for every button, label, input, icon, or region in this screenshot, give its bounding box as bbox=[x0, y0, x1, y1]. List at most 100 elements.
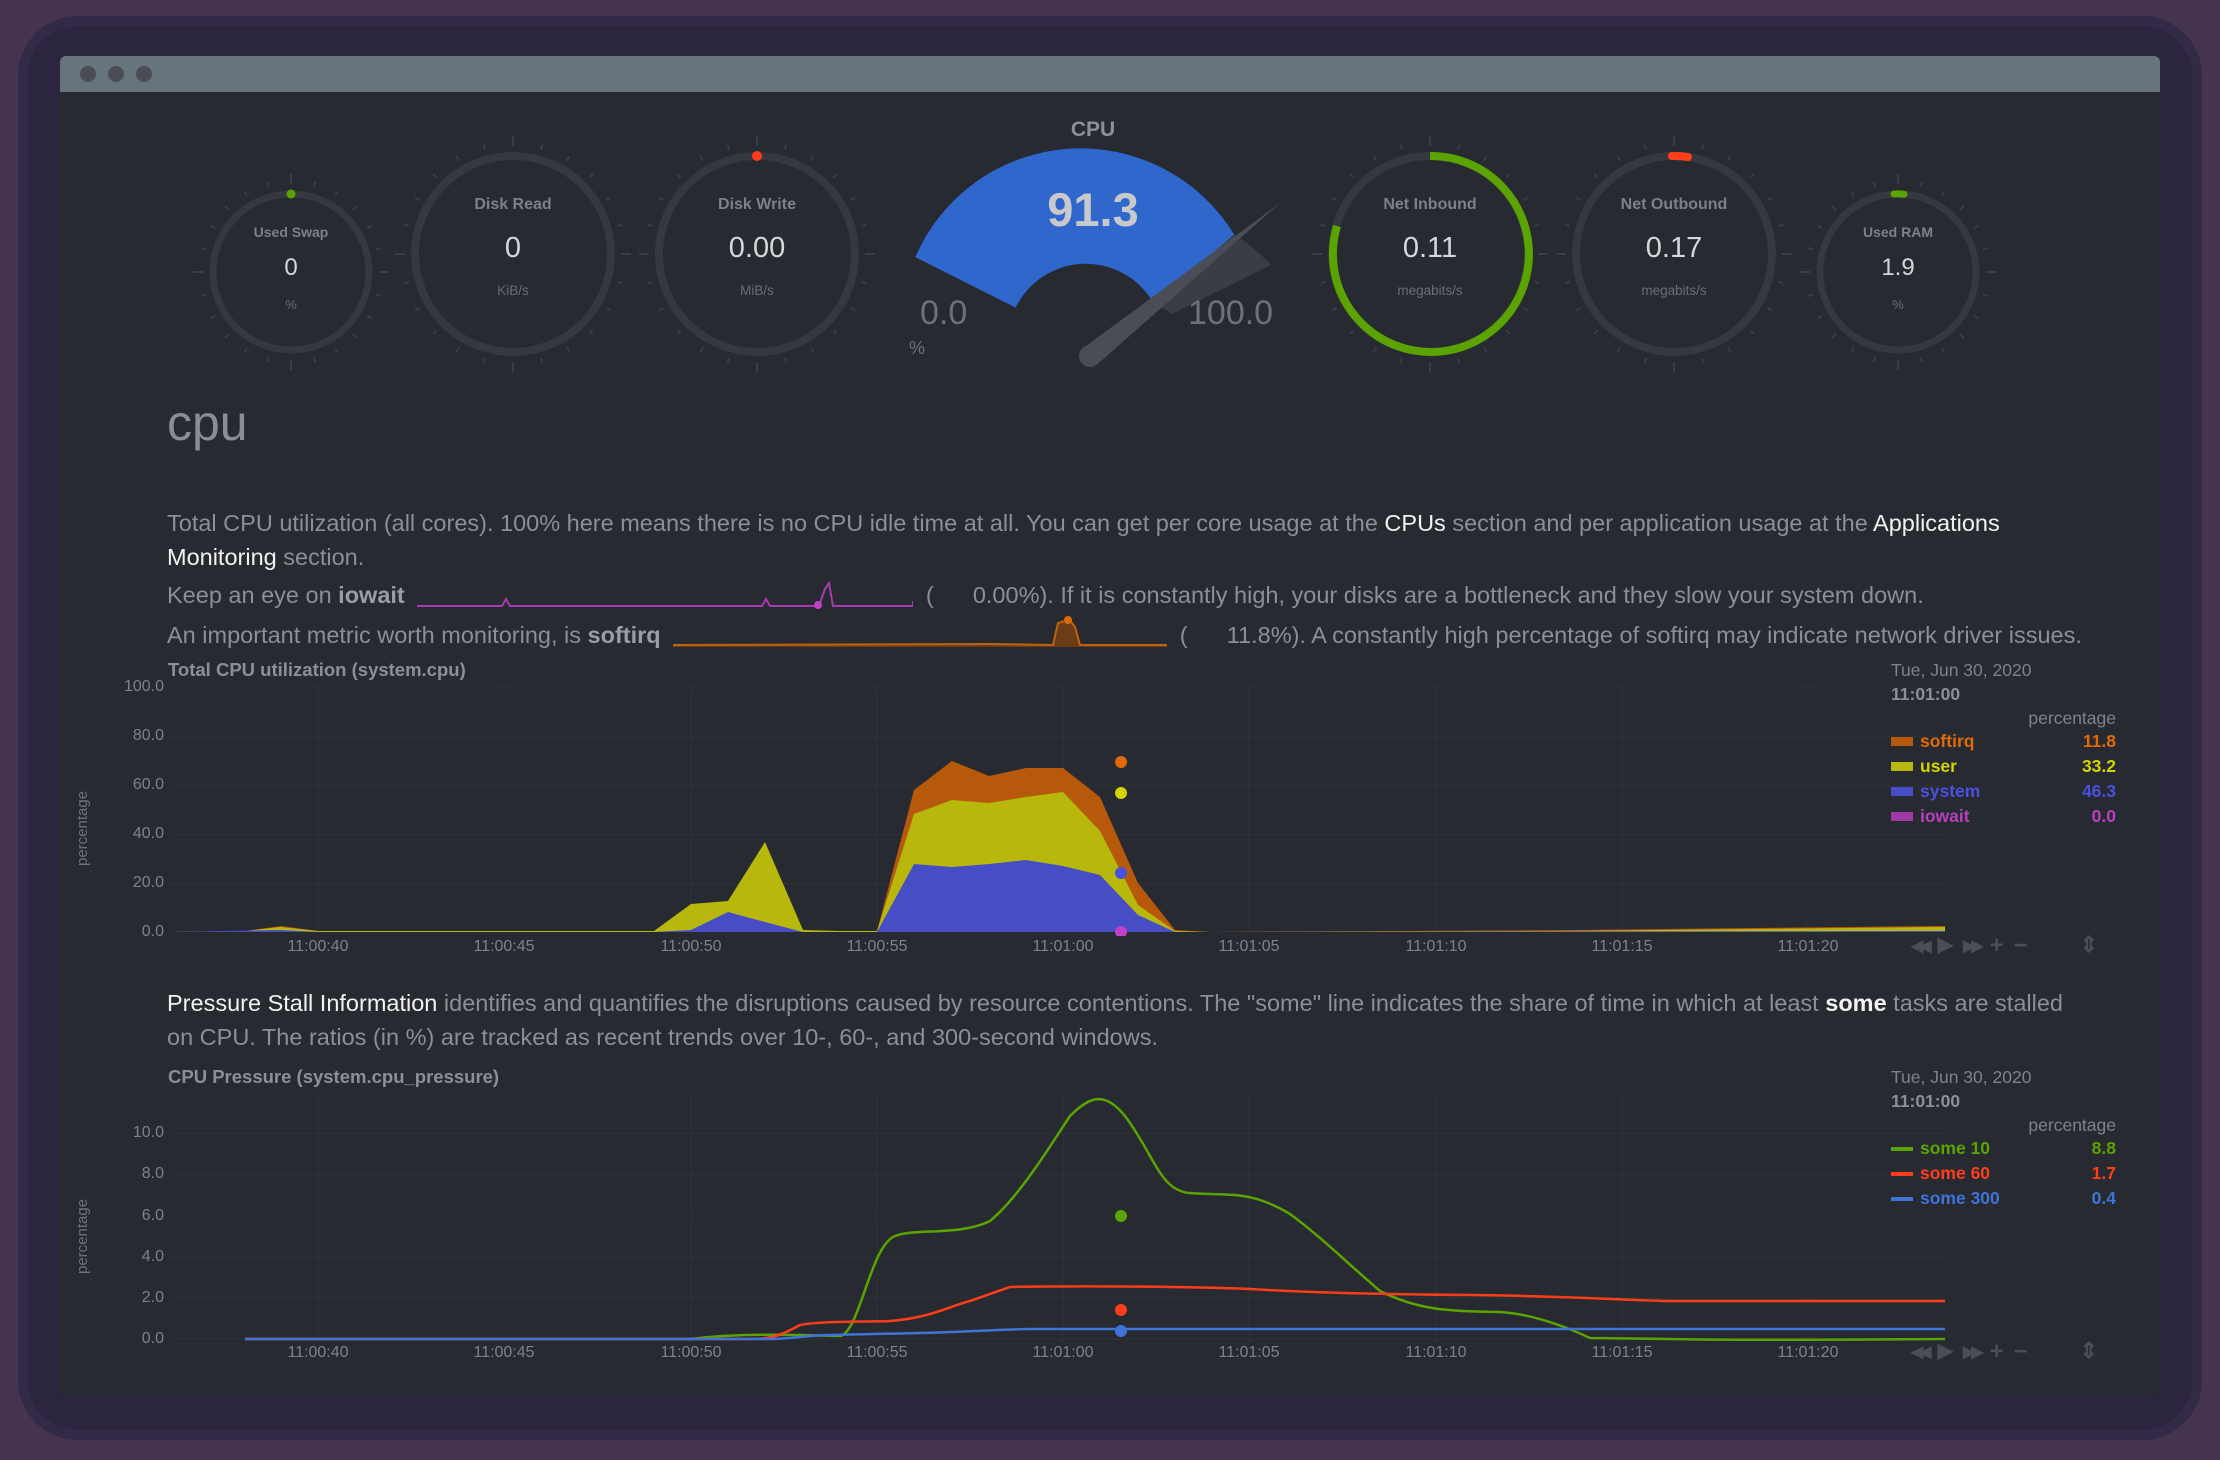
zoom-out-icon[interactable]: − bbox=[2013, 932, 2028, 959]
resize-icon[interactable]: ⇕ bbox=[2079, 1338, 2099, 1363]
play-icon[interactable]: ▶ bbox=[1937, 1340, 1953, 1362]
net-outbound-gauge-arc bbox=[1668, 151, 1692, 161]
some-60-line-icon bbox=[1891, 1171, 1913, 1176]
legend-name: system bbox=[1920, 781, 1981, 801]
zoom-in-icon[interactable]: + bbox=[1989, 1338, 2004, 1365]
cpu-description-line2: Monitoring section. bbox=[167, 540, 364, 574]
iowait-label: iowait bbox=[338, 582, 405, 608]
description-text: Total CPU utilization (all cores). 100% … bbox=[167, 510, 1385, 536]
x-tick: 11:01:05 bbox=[1218, 1344, 1280, 1361]
x-tick: 11:00:50 bbox=[660, 1344, 722, 1361]
zoom-in-icon[interactable]: + bbox=[1989, 932, 2004, 959]
legend-item-some-300[interactable]: some 300 0.4 bbox=[1891, 1186, 2116, 1211]
iowait-prefix: Keep an eye on bbox=[167, 582, 339, 608]
gauge-title: Disk Read bbox=[474, 196, 552, 213]
legend-name: user bbox=[1920, 756, 1957, 776]
gauge-title: Net Outbound bbox=[1620, 196, 1728, 213]
gauge-title: Net Inbound bbox=[1383, 196, 1477, 213]
some-10-line-icon bbox=[1891, 1146, 1913, 1151]
x-tick: 11:00:45 bbox=[473, 1344, 535, 1361]
x-tick: 11:00:40 bbox=[287, 1344, 349, 1361]
legend-time: 11:01:00 bbox=[1891, 684, 1961, 704]
window-maximize-button[interactable] bbox=[136, 66, 152, 82]
window-minimize-button[interactable] bbox=[108, 66, 124, 82]
legend-units: percentage bbox=[2028, 1115, 2116, 1135]
pressure-chart-controls: ◀◀ ▶ ▶▶ + − ⇕ bbox=[1911, 1338, 2098, 1366]
cpu-chart-controls: ◀◀ ▶ ▶▶ + − ⇕ bbox=[1911, 932, 2098, 960]
iowait-swatch-icon bbox=[1891, 812, 1913, 821]
x-tick: 11:01:00 bbox=[1032, 938, 1094, 955]
iowait-sparkline[interactable] bbox=[417, 580, 915, 609]
gauge-value: 0 bbox=[284, 254, 298, 281]
gauge-value: 0 bbox=[504, 232, 522, 264]
legend-value: 0.4 bbox=[2091, 1188, 2116, 1208]
forward-icon[interactable]: ▶▶ bbox=[1963, 1344, 1984, 1361]
description-text: on CPU. The ratios (in %) are tracked as… bbox=[167, 1024, 1158, 1050]
disk-write-gauge-indicator bbox=[752, 151, 762, 161]
play-icon[interactable]: ▶ bbox=[1937, 934, 1953, 956]
zoom-out-icon[interactable]: − bbox=[2013, 1338, 2028, 1365]
legend-item-user[interactable]: user 33.2 bbox=[1891, 754, 2116, 779]
legend-item-iowait[interactable]: iowait 0.0 bbox=[1891, 804, 2116, 829]
x-tick: 11:01:10 bbox=[1405, 938, 1467, 955]
gauge-unit: MiB/s bbox=[740, 283, 774, 298]
cpu-chart-ylabel: percentage bbox=[74, 790, 91, 866]
window-close-button[interactable] bbox=[80, 66, 96, 82]
cpus-link[interactable]: CPUs bbox=[1384, 510, 1446, 536]
psi-description-line2: on CPU. The ratios (in %) are tracked as… bbox=[167, 1020, 1158, 1054]
legend-value: 11.8 bbox=[2082, 731, 2116, 751]
gauges-graphics bbox=[193, 136, 1996, 372]
legend-name: softirq bbox=[1920, 731, 1975, 751]
net-inbound-gauge-arc bbox=[1328, 151, 1533, 356]
x-tick: 11:01:15 bbox=[1591, 938, 1653, 955]
rewind-icon[interactable]: ◀◀ bbox=[1911, 938, 1932, 955]
pressure-chart-plot[interactable] bbox=[170, 1096, 1945, 1346]
legend-item-some-10[interactable]: some 10 8.8 bbox=[1891, 1136, 2116, 1161]
window-titlebar bbox=[60, 56, 2160, 92]
x-tick: 11:00:50 bbox=[660, 938, 722, 955]
description-text: section. bbox=[276, 544, 365, 570]
y-tick: 40.0 bbox=[132, 825, 164, 842]
applications-link[interactable]: Applications bbox=[1873, 510, 2000, 536]
x-tick: 11:00:40 bbox=[287, 938, 349, 955]
cpu-chart-title: Total CPU utilization (system.cpu) bbox=[168, 659, 466, 680]
gauge-title: Disk Write bbox=[718, 196, 796, 213]
forward-icon[interactable]: ▶▶ bbox=[1963, 938, 1984, 955]
legend-name: some 10 bbox=[1920, 1138, 1991, 1158]
gauge-title: Used RAM bbox=[1862, 224, 1933, 240]
pressure-chart-title: CPU Pressure (system.cpu_pressure) bbox=[168, 1066, 500, 1087]
rewind-icon[interactable]: ◀◀ bbox=[1911, 1344, 1932, 1361]
y-tick: 2.0 bbox=[141, 1289, 164, 1306]
x-tick: 11:00:45 bbox=[473, 938, 535, 955]
psi-link[interactable]: Pressure Stall Information bbox=[167, 990, 438, 1016]
x-tick: 11:01:00 bbox=[1032, 1344, 1094, 1361]
cpu-chart-legend: Tue, Jun 30, 2020 11:01:00 percentage so… bbox=[1891, 660, 2116, 829]
gauge-unit: megabits/s bbox=[1397, 283, 1463, 298]
section-heading: cpu bbox=[167, 395, 248, 451]
cpu-gauge-unit: % bbox=[909, 338, 926, 358]
legend-item-system[interactable]: system 46.3 bbox=[1891, 779, 2116, 804]
user-swatch-icon bbox=[1891, 762, 1913, 771]
softirq-sparkline[interactable] bbox=[673, 615, 1168, 649]
y-tick: 100.0 bbox=[123, 678, 164, 695]
cpu-gauge-min: 0.0 bbox=[920, 294, 968, 332]
cpu-chart-plot[interactable] bbox=[170, 686, 1945, 936]
disk-read-gauge-ring bbox=[411, 152, 615, 356]
applications-monitoring-link[interactable]: Monitoring bbox=[167, 544, 277, 570]
legend-item-some-60[interactable]: some 60 1.7 bbox=[1891, 1161, 2116, 1186]
x-tick: 11:01:20 bbox=[1777, 938, 1839, 955]
legend-item-softirq[interactable]: softirq 11.8 bbox=[1891, 729, 2116, 754]
y-tick: 8.0 bbox=[141, 1165, 164, 1182]
used-swap-gauge-indicator bbox=[286, 189, 296, 199]
resize-icon[interactable]: ⇕ bbox=[2079, 932, 2099, 957]
psi-description: Pressure Stall Information identifies an… bbox=[167, 986, 2063, 1020]
cpu-gauge-value: 91.3 bbox=[1047, 183, 1139, 236]
y-tick: 0.0 bbox=[141, 923, 164, 940]
cpu-gauge-max: 100.0 bbox=[1188, 294, 1274, 332]
x-tick: 11:01:15 bbox=[1591, 1344, 1653, 1361]
cpu-gauge-graphic bbox=[915, 148, 1280, 367]
gauge-unit: % bbox=[285, 297, 297, 312]
y-tick: 60.0 bbox=[132, 776, 164, 793]
y-tick: 20.0 bbox=[132, 874, 164, 891]
legend-name: some 60 bbox=[1920, 1163, 1991, 1183]
